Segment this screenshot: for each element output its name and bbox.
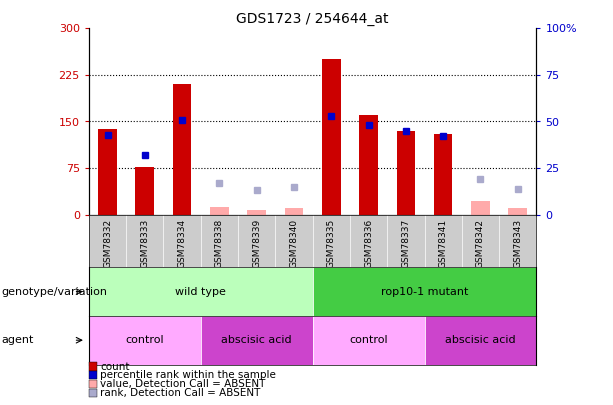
Text: percentile rank within the sample: percentile rank within the sample (100, 371, 276, 380)
Bar (434, 134, 452, 215)
Text: GSM78336: GSM78336 (364, 219, 373, 268)
Bar (284, 209, 303, 215)
Title: GDS1723 / 254644_at: GDS1723 / 254644_at (237, 12, 389, 26)
Text: agent: agent (1, 335, 34, 345)
Text: GSM78332: GSM78332 (103, 219, 112, 268)
Text: control: control (349, 335, 388, 345)
Bar (508, 209, 527, 215)
Bar (89, 316, 201, 365)
Text: abscisic acid: abscisic acid (445, 335, 516, 345)
Bar (322, 60, 341, 215)
Bar (173, 84, 191, 215)
Bar (201, 316, 313, 365)
Bar (313, 267, 536, 316)
Text: rop10-1 mutant: rop10-1 mutant (381, 287, 468, 296)
Bar (471, 201, 490, 215)
Bar (98, 129, 117, 215)
Text: control: control (126, 335, 164, 345)
Text: GSM78339: GSM78339 (252, 219, 261, 268)
Text: GSM78342: GSM78342 (476, 219, 485, 268)
Text: genotype/variation: genotype/variation (1, 287, 107, 296)
Text: GSM78338: GSM78338 (215, 219, 224, 268)
Text: GSM78334: GSM78334 (178, 219, 186, 268)
Text: count: count (100, 362, 129, 371)
Bar (424, 316, 536, 365)
Text: GSM78337: GSM78337 (402, 219, 410, 268)
Text: GSM78340: GSM78340 (289, 219, 299, 268)
Text: GSM78333: GSM78333 (140, 219, 150, 268)
Bar (210, 207, 229, 215)
Text: wild type: wild type (175, 287, 226, 296)
Text: GSM78335: GSM78335 (327, 219, 336, 268)
Bar (135, 167, 154, 215)
Text: GSM78341: GSM78341 (439, 219, 447, 268)
Text: rank, Detection Call = ABSENT: rank, Detection Call = ABSENT (100, 388, 261, 398)
Text: value, Detection Call = ABSENT: value, Detection Call = ABSENT (100, 379, 265, 389)
Text: GSM78343: GSM78343 (513, 219, 522, 268)
Bar (397, 131, 415, 215)
Bar (359, 115, 378, 215)
Bar (89, 267, 313, 316)
Bar (313, 316, 424, 365)
Text: abscisic acid: abscisic acid (221, 335, 292, 345)
Bar (248, 210, 266, 215)
